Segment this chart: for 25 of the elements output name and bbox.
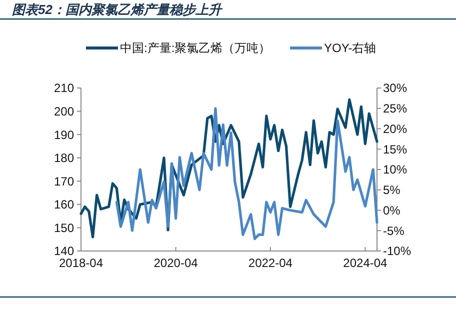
- y-tick-label: 140: [54, 244, 74, 258]
- y-tick-label: 180: [54, 151, 74, 166]
- x-tick-label: 2024-04: [343, 256, 388, 270]
- y2-tick-label: 0%: [383, 203, 401, 218]
- y2-tick-label: 15%: [383, 142, 408, 156]
- y-tick-label: 210: [54, 81, 74, 96]
- line-series: [115, 107, 378, 240]
- y2-tick-label: 30%: [383, 81, 408, 96]
- y-tick-label: 170: [54, 174, 74, 188]
- x-tick-label: 2020-04: [154, 256, 198, 270]
- x-tick-label: 2018-04: [58, 256, 104, 270]
- x-tick-label: 2022-04: [248, 256, 293, 270]
- y-tick-label: 190: [54, 128, 74, 142]
- chart-title: 图表52：国内聚氯乙烯产量稳步上升: [12, 2, 224, 17]
- y2-tick-label: 5%: [383, 183, 401, 198]
- y2-tick-label: 10%: [383, 162, 408, 177]
- y-tick-label: 200: [54, 104, 74, 118]
- y2-tick-label: 25%: [383, 102, 408, 116]
- y-tick-label: 150: [54, 220, 74, 235]
- legend-label: 中国:产量:聚氯乙烯（万吨）: [120, 41, 271, 56]
- y2-tick-label: -5%: [383, 224, 405, 238]
- y2-tick-label: 20%: [383, 122, 408, 136]
- legend-label: YOY-右轴: [324, 41, 376, 56]
- y2-tick-label: -10%: [383, 244, 412, 258]
- y-tick-label: 160: [54, 198, 74, 212]
